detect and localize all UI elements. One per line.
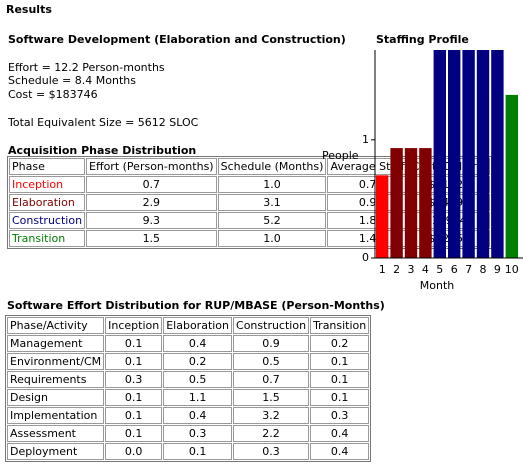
bar	[390, 148, 403, 258]
column-header: Phase/Activity	[7, 317, 105, 334]
cell: 0.5	[163, 371, 233, 388]
table-row: Deployment 0.0 0.1 0.3 0.4	[7, 443, 370, 460]
x-tick-label: 8	[480, 263, 487, 276]
cell: 0.3	[233, 443, 310, 460]
cell: 0.2	[163, 353, 233, 370]
column-header: Schedule (Months)	[217, 158, 327, 175]
cell: 0.1	[163, 443, 233, 460]
row-label: Construction	[9, 212, 86, 229]
cell: 1.5	[86, 230, 217, 247]
row-label: Design	[7, 389, 105, 406]
row-label: Requirements	[7, 371, 105, 388]
cell: 0.4	[310, 443, 370, 460]
x-tick-label: 4	[422, 263, 429, 276]
cell: 0.1	[105, 389, 163, 406]
cell: 1.0	[217, 176, 327, 193]
row-label: Environment/CM	[7, 353, 105, 370]
cell: 1.5	[233, 389, 310, 406]
bar	[476, 50, 490, 258]
cell: 0.1	[105, 407, 163, 424]
table-row: Management 0.1 0.4 0.9 0.2	[7, 335, 370, 352]
y-axis-label: People	[322, 149, 359, 162]
table-row: Requirements 0.3 0.5 0.7 0.1	[7, 371, 370, 388]
cell: 0.0	[105, 443, 163, 460]
cell: 0.7	[86, 176, 217, 193]
row-label: Management	[7, 335, 105, 352]
bar	[419, 148, 432, 258]
header-row: Phase/Activity Inception Elaboration Constr…	[7, 317, 370, 334]
column-header: Transition	[310, 317, 370, 334]
y-tick-label: 0	[362, 251, 369, 264]
cell: 0.3	[310, 407, 370, 424]
row-label: Deployment	[7, 443, 105, 460]
x-tick-label: 5	[436, 263, 443, 276]
cell: 2.9	[86, 194, 217, 211]
cell: 0.1	[105, 335, 163, 352]
column-header: Effort (Person-months)	[86, 158, 217, 175]
cell: 5.2	[217, 212, 327, 229]
cell: 0.7	[233, 371, 310, 388]
row-label: Inception	[9, 176, 86, 193]
table-title: Software Effort Distribution for RUP/MBA…	[7, 299, 385, 312]
x-tick-label: 10	[505, 263, 519, 276]
x-axis-label: Month	[420, 279, 455, 292]
bar	[404, 148, 418, 258]
size-line: Total Equivalent Size = 5612 SLOC	[8, 116, 199, 129]
cell: 0.1	[310, 353, 370, 370]
cell: 0.4	[310, 425, 370, 442]
effort-table: Phase/Activity Inception Elaboration Constr…	[5, 315, 372, 462]
cell: 1.1	[163, 389, 233, 406]
column-header: Phase	[9, 158, 86, 175]
summary-line: Cost = $183746	[8, 88, 98, 101]
cell: 0.3	[105, 371, 163, 388]
cell: 1.0	[217, 230, 327, 247]
cell: 0.4	[163, 335, 233, 352]
table-row: Implementation 0.1 0.4 3.2 0.3	[7, 407, 370, 424]
cell: 0.4	[163, 407, 233, 424]
cell: 2.2	[233, 425, 310, 442]
x-tick-label: 1	[379, 263, 386, 276]
x-tick-label: 7	[465, 263, 472, 276]
summary-line: Effort = 12.2 Person-months	[8, 61, 165, 74]
results-title: Results	[6, 3, 52, 16]
table-row: Environment/CM 0.1 0.2 0.5 0.1	[7, 353, 370, 370]
bar	[448, 50, 461, 258]
x-tick-label: 2	[393, 263, 400, 276]
cell: 0.1	[105, 425, 163, 442]
cell: 0.5	[233, 353, 310, 370]
row-label: Implementation	[7, 407, 105, 424]
chart-title: Staffing Profile	[376, 33, 469, 46]
column-header: Construction	[233, 317, 310, 334]
column-header: Inception	[105, 317, 163, 334]
y-tick-label: 1	[362, 133, 369, 146]
cell: 0.1	[105, 353, 163, 370]
row-label: Transition	[9, 230, 86, 247]
bar	[376, 175, 389, 258]
x-tick-label: 3	[408, 263, 415, 276]
table-row: Design 0.1 1.1 1.5 0.1	[7, 389, 370, 406]
x-tick-label: 9	[494, 263, 501, 276]
column-header: Elaboration	[163, 317, 233, 334]
bar	[462, 50, 475, 258]
bar	[491, 50, 504, 258]
row-label: Assessment	[7, 425, 105, 442]
cell: 0.3	[163, 425, 233, 442]
summary-title: Software Development (Elaboration and Co…	[8, 33, 346, 46]
cell: 3.2	[233, 407, 310, 424]
cell: 3.1	[217, 194, 327, 211]
row-label: Elaboration	[9, 194, 86, 211]
bar	[505, 94, 518, 258]
summary-line: Schedule = 8.4 Months	[8, 74, 136, 87]
cell: 0.9	[233, 335, 310, 352]
cell: 9.3	[86, 212, 217, 229]
cell: 0.2	[310, 335, 370, 352]
table-title: Acquisition Phase Distribution	[8, 144, 197, 157]
x-tick-label: 6	[451, 263, 458, 276]
bar	[433, 50, 446, 258]
cell: 0.1	[310, 371, 370, 388]
cell: 0.1	[310, 389, 370, 406]
table-row: Assessment 0.1 0.3 2.2 0.4	[7, 425, 370, 442]
